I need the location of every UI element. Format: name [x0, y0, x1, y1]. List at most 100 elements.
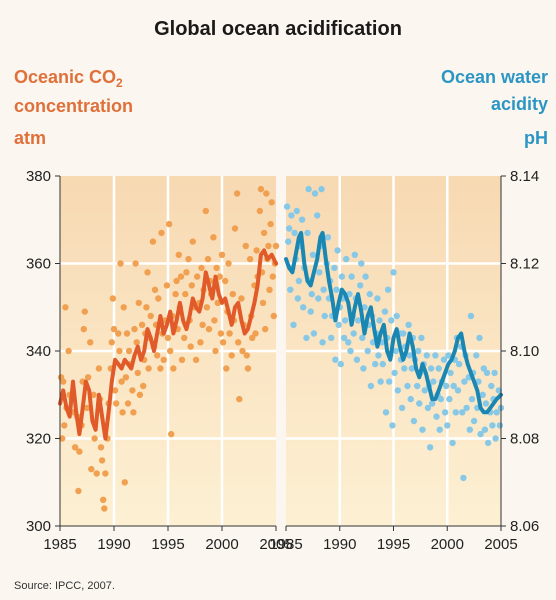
right-data-point — [416, 400, 423, 407]
right-data-point — [467, 312, 475, 320]
left-data-point — [175, 251, 182, 258]
left-data-point — [203, 304, 211, 311]
right-data-point — [290, 321, 297, 328]
left-data-point — [158, 229, 165, 237]
right-data-point — [414, 382, 421, 390]
left-data-point — [129, 387, 136, 394]
right-data-point — [430, 378, 437, 385]
right-data-point — [285, 238, 292, 245]
left-data-point — [212, 347, 219, 355]
left-data-point — [244, 365, 252, 372]
left-data-point — [144, 269, 151, 276]
right-data-point — [358, 260, 365, 267]
right-data-point — [283, 203, 291, 210]
left-data-point — [59, 435, 66, 442]
right-data-point — [348, 273, 355, 280]
right-data-point — [415, 347, 422, 355]
right-data-point — [337, 360, 344, 368]
right-y-tick-label: 8.14 — [510, 168, 539, 185]
left-x-tick-label: 1995 — [151, 536, 184, 553]
left-data-point — [136, 391, 144, 398]
right-data-point — [305, 185, 312, 193]
right-data-point — [318, 185, 325, 193]
right-data-point — [393, 312, 400, 320]
right-data-point — [435, 365, 442, 372]
left-data-point — [165, 220, 173, 228]
left-data-point — [262, 325, 269, 333]
right-data-point — [443, 382, 450, 390]
right-data-point — [405, 321, 412, 328]
right-data-point — [286, 225, 293, 232]
left-data-point — [110, 325, 118, 333]
right-data-point — [390, 269, 397, 276]
right-trend-line — [284, 230, 503, 415]
right-y-tick-label: 8.10 — [510, 343, 539, 360]
right-data-point — [436, 426, 443, 433]
right-data-point — [347, 347, 354, 355]
right-data-point — [366, 290, 373, 298]
source-note: Source: IPCC, 2007. — [14, 580, 115, 592]
left-data-point — [113, 400, 120, 407]
right-data-point — [307, 308, 314, 315]
right-data-point — [332, 356, 339, 363]
right-data-point — [372, 360, 379, 368]
chart-title: Global ocean acidification — [154, 18, 402, 40]
right-data-point — [311, 190, 319, 197]
right-data-point — [316, 269, 323, 276]
right-data-point — [303, 334, 310, 342]
left-series-label-line2: concentration — [14, 96, 134, 116]
right-series-label: Ocean water acidity — [348, 64, 548, 118]
left-data-point — [160, 356, 167, 363]
left-data-point — [84, 374, 92, 381]
left-data-point — [75, 487, 82, 495]
left-data-point — [198, 264, 205, 272]
right-data-point — [398, 404, 406, 412]
left-data-point — [210, 234, 217, 241]
left-data-point — [124, 400, 132, 407]
left-data-point — [263, 190, 270, 197]
left-data-point — [143, 304, 150, 311]
right-data-point — [386, 378, 393, 385]
left-data-point — [185, 255, 192, 263]
right-y-tick-label: 8.12 — [510, 256, 539, 273]
right-data-point — [335, 321, 342, 328]
right-data-point — [350, 330, 357, 337]
left-data-point — [88, 465, 95, 473]
left-data-point — [246, 255, 254, 263]
right-data-point — [331, 264, 338, 272]
left-data-point — [149, 238, 157, 245]
right-x-tick-label: 1995 — [377, 536, 410, 553]
right-data-point — [367, 382, 375, 390]
left-data-point — [131, 325, 138, 333]
right-data-point — [310, 330, 318, 337]
left-data-point — [231, 225, 239, 232]
left-data-point — [233, 190, 241, 197]
left-data-point — [93, 470, 100, 477]
left-data-point — [119, 409, 126, 416]
left-data-point — [188, 282, 195, 289]
left-data-point — [120, 304, 127, 311]
left-data-point — [121, 479, 128, 486]
left-data-point — [182, 290, 189, 298]
left-data-point — [202, 207, 209, 215]
left-data-point — [151, 286, 159, 293]
left-series-label: Oceanic CO2 concentration — [14, 64, 214, 120]
left-data-point — [132, 260, 139, 267]
right-data-point — [477, 430, 484, 438]
left-data-point — [172, 290, 179, 298]
left-y-tick-label: 380 — [26, 168, 51, 185]
left-data-point — [135, 299, 142, 307]
right-data-point — [382, 409, 390, 416]
right-data-point — [470, 417, 478, 425]
right-data-point — [446, 395, 453, 403]
right-data-point — [291, 229, 298, 237]
right-axis-unit: pH — [524, 128, 548, 148]
right-data-point — [424, 404, 432, 412]
left-data-point — [265, 242, 272, 250]
right-data-point — [482, 400, 490, 407]
left-data-point — [130, 409, 137, 416]
right-data-point — [374, 295, 381, 302]
right-data-point — [361, 304, 368, 311]
right-data-point — [345, 339, 352, 346]
left-data-point — [268, 199, 275, 206]
